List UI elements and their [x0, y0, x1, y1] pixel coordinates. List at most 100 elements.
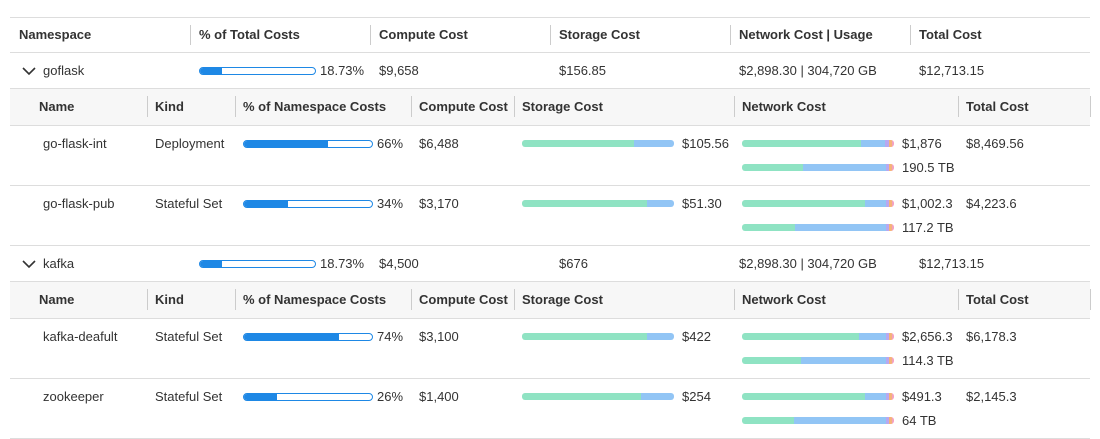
column-header: Network Cost | Usage: [739, 27, 873, 42]
bar-segment: [742, 333, 860, 340]
row-divider: [10, 17, 1090, 18]
bar-segment: [865, 200, 887, 207]
sub-column-header: Kind: [155, 99, 184, 114]
sub-column-header: % of Namespace Costs: [243, 99, 387, 114]
network-cost: $1,876: [902, 136, 942, 151]
total-cost: $4,223.6: [966, 196, 1017, 211]
percent-bar: [243, 140, 373, 148]
percent-text: 18.73%: [320, 63, 365, 78]
percent-text: 18.73%: [320, 256, 365, 271]
bar-segment: [889, 224, 893, 231]
sub-column-header: Network Cost: [742, 99, 826, 114]
network-cost: $491.3: [902, 389, 942, 404]
percent-bar-fill: [244, 334, 339, 340]
bar-segment: [742, 164, 803, 171]
storage-cost: $254: [682, 389, 711, 404]
sub-column-header: % of Namespace Costs: [243, 292, 387, 307]
percent-text: 66%: [377, 136, 404, 151]
bar-segment: [742, 224, 796, 231]
namespace-name: kafka: [43, 256, 75, 271]
column-divider: [370, 25, 371, 45]
percent-bar-fill: [244, 201, 288, 207]
bar-segment: [889, 417, 893, 424]
workload-kind: Stateful Set: [155, 389, 223, 404]
bar-segment: [742, 393, 866, 400]
breakdown-bar: [742, 224, 894, 231]
compute-cost: $1,400: [419, 389, 459, 404]
column-header: Compute Cost: [379, 27, 468, 42]
percent-bar: [243, 200, 373, 208]
expand-chevron[interactable]: [22, 66, 36, 76]
bar-segment: [892, 200, 894, 207]
column-divider: [190, 25, 191, 45]
bar-segment: [793, 417, 887, 424]
network-usage: 117.2 TB: [902, 220, 954, 235]
network-cost: $1,002.3: [902, 196, 953, 211]
breakdown-bar: [742, 164, 894, 171]
bar-segment: [522, 333, 647, 340]
bar-segment: [742, 357, 802, 364]
total-cost: $8,469.56: [966, 136, 1024, 151]
column-header: Total Cost: [919, 27, 982, 42]
sub-column-header: Name: [39, 292, 75, 307]
compute-cost: $6,488: [419, 136, 459, 151]
sub-column-header: Compute Cost: [419, 292, 508, 307]
network-cost: $2,656.3: [902, 329, 953, 344]
row-divider: [10, 52, 1090, 53]
bar-segment: [892, 140, 894, 147]
sub-column-header: Name: [39, 99, 75, 114]
bar-segment: [886, 333, 890, 340]
bar-segment: [886, 357, 890, 364]
percent-bar: [199, 67, 316, 75]
column-header: Storage Cost: [559, 27, 640, 42]
breakdown-bar: [742, 417, 894, 424]
network-usage: 114.3 TB: [902, 353, 954, 368]
bar-segment: [892, 393, 894, 400]
total-cost: $12,713.15: [919, 256, 985, 271]
bar-segment: [859, 333, 887, 340]
sub-column-header: Network Cost: [742, 292, 826, 307]
column-divider: [147, 289, 148, 310]
breakdown-bar: [522, 393, 674, 400]
breakdown-bar: [742, 200, 894, 207]
column-divider: [411, 289, 412, 310]
bar-segment: [892, 164, 894, 171]
bar-segment: [892, 224, 894, 231]
column-divider: [550, 25, 551, 45]
workload-kind: Stateful Set: [155, 196, 223, 211]
row-divider: [10, 88, 1090, 89]
column-divider: [958, 96, 959, 117]
row-divider: [10, 281, 1090, 282]
workload-name: go-flask-int: [43, 136, 107, 151]
network-cost: $2,898.30 | 304,720 GB: [739, 63, 877, 78]
bar-segment: [522, 140, 635, 147]
workload-kind: Stateful Set: [155, 329, 223, 344]
column-header: % of Total Costs: [199, 27, 300, 42]
row-divider: [10, 245, 1090, 246]
bar-segment: [889, 357, 893, 364]
bar-segment: [742, 200, 866, 207]
storage-cost: $51.30: [682, 196, 722, 211]
bar-segment: [892, 333, 894, 340]
column-divider: [730, 25, 731, 45]
column-divider: [734, 96, 735, 117]
row-divider: [10, 185, 1090, 186]
column-divider: [958, 289, 959, 310]
column-divider: [910, 25, 911, 45]
bar-segment: [884, 140, 890, 147]
sub-column-header: Storage Cost: [522, 292, 603, 307]
bar-segment: [889, 333, 893, 340]
expand-chevron[interactable]: [22, 259, 36, 269]
percent-bar: [199, 260, 316, 268]
network-usage: 64 TB: [902, 413, 937, 428]
percent-bar: [243, 333, 373, 341]
storage-cost: $422: [682, 329, 711, 344]
total-cost: $2,145.3: [966, 389, 1017, 404]
sub-column-header: Kind: [155, 292, 184, 307]
percent-text: 26%: [377, 389, 404, 404]
sub-column-header: Compute Cost: [419, 99, 508, 114]
breakdown-bar: [742, 333, 894, 340]
compute-cost: $4,500: [379, 256, 419, 271]
subheader-background: [10, 89, 1090, 125]
